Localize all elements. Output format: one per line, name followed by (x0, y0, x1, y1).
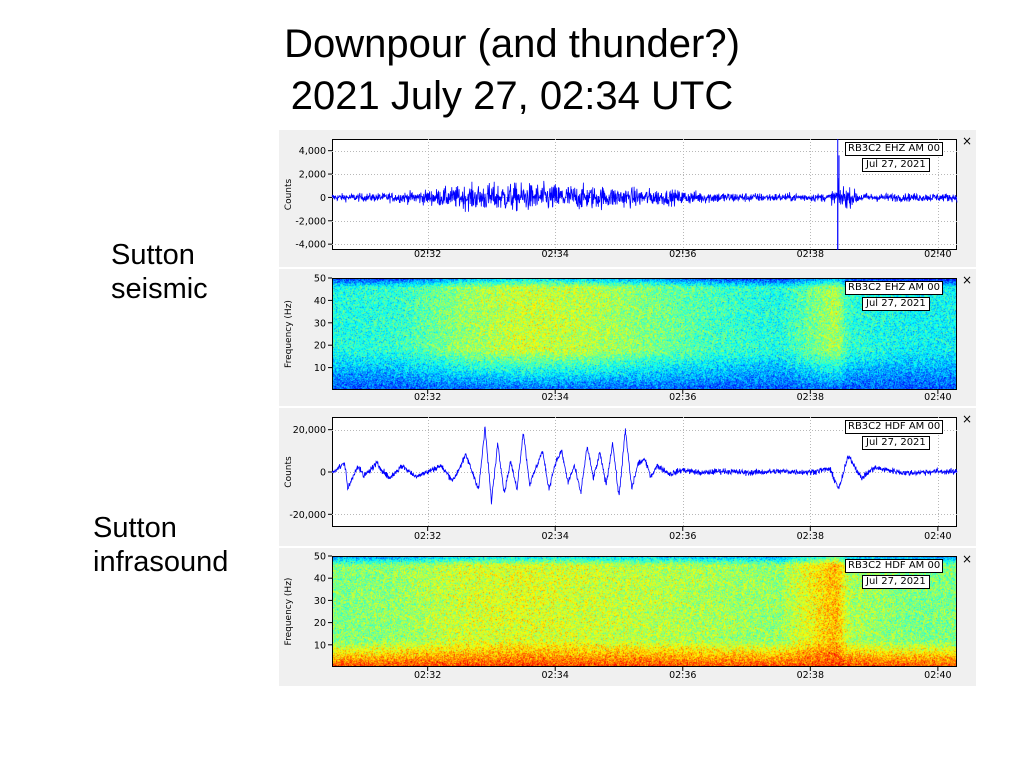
y-tick-label: 20,000 (293, 425, 326, 436)
date-label: Jul 27, 2021 (862, 575, 930, 589)
x-tick-label: 02:40 (924, 249, 951, 260)
title-line-1: Downpour (and thunder?) (284, 22, 740, 66)
infrasound-spectrogram-panel: 50 40 30 20 10 02:32 02:34 02:36 02:38 02:40 Frequ… (279, 548, 976, 686)
spectrogram-heatmap (332, 556, 957, 667)
infrasound-label-line-1: Sutton (93, 512, 177, 544)
y-tick-label: 10 (314, 363, 326, 374)
y-tick-label: -2,000 (295, 216, 326, 227)
x-tick-label: 02:32 (414, 392, 441, 403)
chart-svg: 4,000 2,000 0 -2,000 -4,000 02:32 02:34 02:36 02… (284, 139, 958, 260)
y-tick-label: 0 (320, 193, 326, 204)
y-tick-label: -4,000 (295, 240, 326, 251)
station-label: RB3C2 EHZ AM 00 (845, 281, 943, 295)
plot-frame (332, 278, 957, 390)
title-line-2: 2021 July 27, 02:34 UTC (290, 74, 734, 118)
y-tick-label: 2,000 (299, 170, 326, 181)
y-axis-title: Frequency (Hz) (284, 300, 294, 368)
chart-svg: 50 40 30 20 10 02:32 02:34 02:36 02:38 02:40 Frequ… (284, 552, 957, 681)
y-tick-label: 20 (314, 341, 326, 352)
infrasound-label-line-2: infrasound (93, 546, 229, 578)
station-label: RB3C2 EHZ AM 00 (845, 142, 943, 156)
date-label: Jul 27, 2021 (862, 436, 930, 450)
waveform-trace (331, 177, 958, 212)
close-icon[interactable]: × (962, 134, 973, 148)
date-label: Jul 27, 2021 (862, 297, 930, 311)
y-tick-label: 4,000 (299, 146, 326, 157)
infrasound-label: Sutton infrasound (93, 511, 228, 579)
x-tick-label: 02:36 (669, 249, 696, 260)
x-tick-label: 02:32 (414, 670, 441, 681)
y-tick-label: 30 (314, 596, 326, 607)
y-axis-title: Counts (284, 456, 294, 488)
x-tick-label: 02:36 (669, 392, 696, 403)
seismic-label-line-2: seismic (111, 273, 208, 305)
x-tick-label: 02:34 (542, 531, 569, 542)
y-axis-title: Frequency (Hz) (284, 578, 294, 646)
date-label: Jul 27, 2021 (862, 158, 930, 172)
seismic-spectrogram-panel: 50 40 30 20 10 02:32 02:34 02:36 02:38 02:40 Frequ… (279, 269, 976, 406)
seismic-label: Sutton seismic (111, 238, 208, 306)
station-label: RB3C2 HDF AM 00 (845, 559, 944, 573)
y-axis-title: Counts (284, 178, 294, 210)
plot-frame (332, 556, 957, 667)
close-icon[interactable]: × (962, 552, 973, 566)
x-tick-label: 02:36 (669, 670, 696, 681)
x-tick-label: 02:34 (542, 670, 569, 681)
close-icon[interactable]: × (962, 273, 973, 287)
y-tick-label: 40 (314, 574, 326, 585)
plot-frame (332, 139, 957, 250)
x-tick-label: 02:32 (414, 249, 441, 260)
x-tick-label: 02:34 (542, 392, 569, 403)
page-title: Downpour (and thunder?) 2021 July 27, 02… (0, 18, 1024, 122)
x-tick-label: 02:40 (924, 670, 951, 681)
x-tick-label: 02:36 (669, 531, 696, 542)
y-tick-label: 40 (314, 296, 326, 307)
spectrogram-heatmap (332, 278, 957, 390)
y-tick-label: 30 (314, 318, 326, 329)
y-tick-label: 10 (314, 640, 326, 651)
x-tick-label: 02:38 (797, 531, 824, 542)
y-tick-label: 50 (314, 274, 326, 285)
y-tick-label: 20 (314, 618, 326, 629)
x-tick-label: 02:38 (797, 392, 824, 403)
y-tick-label: 50 (314, 552, 326, 563)
y-tick-label: 0 (320, 468, 326, 479)
chart-svg: 50 40 30 20 10 02:32 02:34 02:36 02:38 02:40 Frequ… (284, 274, 957, 403)
x-tick-label: 02:40 (924, 531, 951, 542)
seismic-label-line-1: Sutton (111, 239, 195, 271)
chart-svg: 20,000 0 -20,000 02:32 02:34 02:36 02:38 02:40 C… (284, 417, 958, 542)
station-label: RB3C2 HDF AM 00 (845, 420, 944, 434)
x-tick-label: 02:34 (542, 249, 569, 260)
x-tick-label: 02:40 (924, 392, 951, 403)
close-icon[interactable]: × (962, 412, 973, 426)
infrasound-waveform-panel: 20,000 0 -20,000 02:32 02:34 02:36 02:38 02:40 C… (279, 408, 976, 546)
seismic-waveform-panel: 4,000 2,000 0 -2,000 -4,000 02:32 02:34 02:36 02… (279, 130, 976, 267)
x-tick-label: 02:38 (797, 249, 824, 260)
waveform-trace (331, 426, 958, 505)
x-tick-label: 02:32 (414, 531, 441, 542)
x-tick-label: 02:38 (797, 670, 824, 681)
y-tick-label: -20,000 (289, 510, 326, 521)
